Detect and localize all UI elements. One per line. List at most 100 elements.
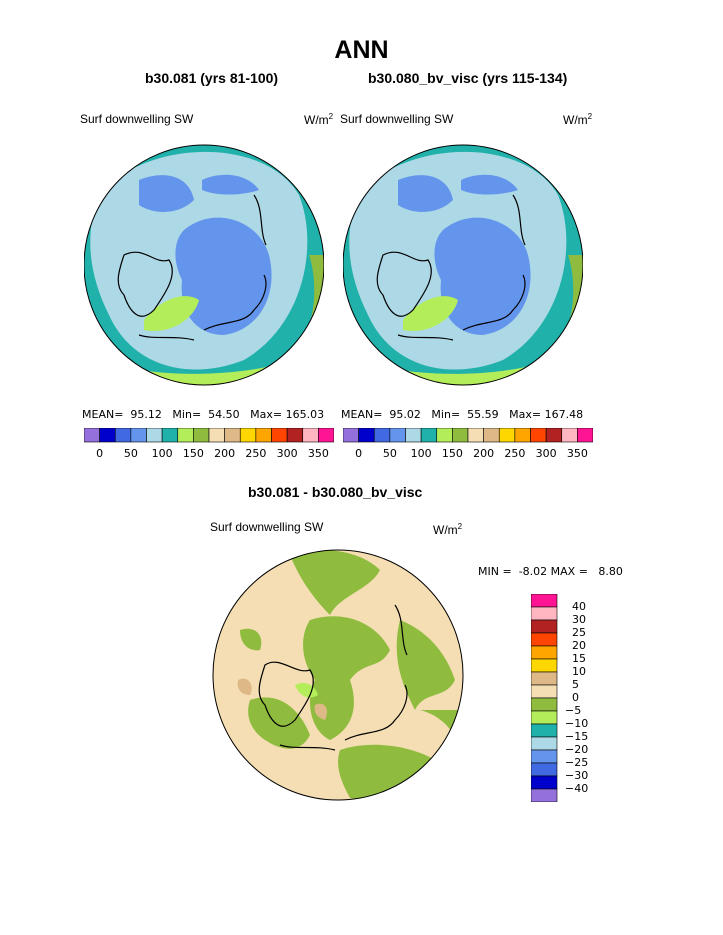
difference-colorbar (531, 594, 558, 802)
left-colorbar-labels: 0 50 100 150 200 250 300 350 (84, 447, 334, 461)
colorbar-swatch (177, 428, 194, 443)
colorbar-swatch (531, 645, 558, 660)
difference-polar-map (212, 549, 464, 801)
colorbar-tick-label: 25 (572, 626, 586, 639)
colorbar-tick-label: 250 (504, 447, 526, 460)
left-panel-units: W/m2 (304, 112, 334, 127)
colorbar-tick-label: 50 (382, 447, 397, 460)
colorbar-swatch (271, 428, 288, 443)
colorbar-tick-label: 10 (572, 665, 586, 678)
colorbar-swatch (130, 428, 147, 443)
colorbar-tick-label: 100 (410, 447, 432, 460)
colorbar-tick-label: 200 (214, 447, 236, 460)
colorbar-tick-label: 200 (473, 447, 495, 460)
colorbar-tick-label: 150 (182, 447, 204, 460)
colorbar-tick-label: 350 (566, 447, 588, 460)
right-colorbar (343, 428, 593, 443)
colorbar-swatch (302, 428, 319, 443)
colorbar-swatch (531, 684, 558, 699)
right-panel-variable-label: Surf downwelling SW (340, 112, 454, 126)
colorbar-swatch (373, 428, 391, 443)
colorbar-swatch (208, 428, 225, 443)
colorbar-swatch (405, 428, 422, 443)
colorbar-swatch (514, 428, 531, 443)
colorbar-swatch (224, 428, 241, 443)
colorbar-tick-label: 100 (151, 447, 173, 460)
colorbar-swatch (84, 428, 100, 443)
page-title: ANN (334, 36, 389, 64)
colorbar-tick-label: 300 (276, 447, 298, 460)
colorbar-swatch (467, 428, 484, 443)
difference-minmax: MIN = -8.02 MAX = 8.80 (478, 565, 623, 578)
colorbar-tick-label: 300 (535, 447, 557, 460)
colorbar-swatch (531, 671, 558, 686)
right-colorbar-labels: 0 50 100 150 200 250 300 350 (343, 447, 593, 461)
colorbar-swatch (318, 428, 334, 443)
colorbar-swatch (146, 428, 163, 443)
colorbar-tick-label: 20 (572, 639, 586, 652)
colorbar-tick-label: 5 (572, 678, 579, 691)
colorbar-swatch (531, 723, 558, 738)
colorbar-tick-label: 0 (96, 447, 104, 460)
difference-colorbar-labels: 40 30 25 20 15 10 5 0 −5 −10 −15 −20 −25 −30 −40 (565, 594, 625, 814)
right-panel-case-title: b30.080_bv_visc (yrs 115-134) (368, 70, 568, 86)
left-panel-stats: MEAN= 95.12 Min= 54.50 Max= 165.03 (82, 408, 325, 421)
colorbar-swatch (531, 658, 558, 673)
colorbar-tick-label: 350 (307, 447, 329, 460)
colorbar-swatch (193, 428, 210, 443)
colorbar-swatch (161, 428, 179, 443)
right-polar-map (343, 144, 583, 386)
difference-title: b30.081 - b30.080_bv_visc (248, 484, 423, 500)
colorbar-swatch (531, 736, 558, 751)
colorbar-swatch (420, 428, 438, 443)
colorbar-swatch (255, 428, 272, 443)
colorbar-swatch (561, 428, 578, 443)
colorbar-swatch (531, 594, 558, 608)
colorbar-swatch (531, 606, 558, 621)
colorbar-swatch (286, 428, 304, 443)
colorbar-tick-label: 50 (123, 447, 138, 460)
colorbar-tick-label: 40 (572, 600, 586, 613)
colorbar-tick-label: −20 (565, 743, 589, 756)
colorbar-swatch (99, 428, 116, 443)
colorbar-tick-label: −30 (565, 769, 589, 782)
colorbar-swatch (545, 428, 563, 443)
colorbar-swatch (531, 710, 558, 725)
colorbar-tick-label: 0 (572, 691, 579, 704)
colorbar-tick-label: 15 (572, 652, 586, 665)
colorbar-tick-label: 250 (245, 447, 267, 460)
colorbar-tick-label: −15 (565, 730, 589, 743)
left-colorbar (84, 428, 334, 443)
colorbar-tick-label: 0 (355, 447, 363, 460)
colorbar-swatch (531, 632, 558, 647)
left-panel-variable-label: Surf downwelling SW (80, 112, 194, 126)
right-panel-units: W/m2 (563, 112, 593, 127)
colorbar-swatch (452, 428, 469, 443)
colorbar-swatch (531, 749, 558, 764)
colorbar-swatch (389, 428, 406, 443)
colorbar-swatch (483, 428, 500, 443)
colorbar-swatch (531, 788, 558, 802)
colorbar-tick-label: −40 (565, 782, 589, 795)
colorbar-swatch (498, 428, 516, 443)
colorbar-tick-label: −5 (565, 704, 582, 717)
colorbar-tick-label: −25 (565, 756, 589, 769)
colorbar-swatch (343, 428, 359, 443)
colorbar-swatch (436, 428, 453, 443)
colorbar-swatch (531, 619, 558, 634)
colorbar-tick-label: 30 (572, 613, 586, 626)
difference-variable-label: Surf downwelling SW (210, 520, 324, 534)
left-panel-case-title: b30.081 (yrs 81-100) (145, 70, 279, 86)
colorbar-swatch (531, 762, 558, 777)
colorbar-swatch (531, 775, 558, 790)
colorbar-swatch (531, 697, 558, 712)
colorbar-swatch (114, 428, 132, 443)
left-polar-map (84, 144, 324, 386)
colorbar-swatch (577, 428, 593, 443)
colorbar-swatch (239, 428, 257, 443)
right-panel-stats: MEAN= 95.02 Min= 55.59 Max= 167.48 (341, 408, 584, 421)
colorbar-tick-label: 150 (441, 447, 463, 460)
colorbar-tick-label: −10 (565, 717, 589, 730)
colorbar-swatch (530, 428, 547, 443)
colorbar-swatch (358, 428, 375, 443)
